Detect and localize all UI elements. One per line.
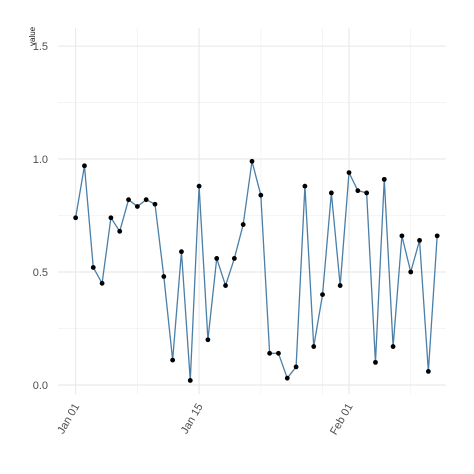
x-tick-label: Jan 01 [55, 402, 82, 437]
data-point [134, 204, 140, 209]
x-tick-label: Jan 15 [179, 402, 206, 437]
data-point [293, 364, 299, 370]
x-tick-label: Feb 01 [328, 402, 356, 438]
data-point [179, 249, 184, 255]
y-tick-label: 1.0 [33, 154, 48, 166]
data-point [196, 183, 202, 189]
data-point [417, 237, 422, 243]
data-point [240, 222, 246, 227]
data-point [320, 292, 325, 297]
data-point [399, 233, 405, 239]
data-point [276, 350, 281, 356]
data-point [90, 265, 96, 270]
data-point [346, 170, 352, 175]
data-point [328, 190, 334, 196]
data-point [82, 163, 87, 169]
data-point [187, 378, 193, 383]
data-point [267, 350, 273, 356]
data-point [381, 176, 387, 182]
data-point [117, 228, 123, 234]
data-point [143, 197, 149, 203]
data-point [73, 215, 79, 221]
data-point [355, 188, 361, 194]
data-point [152, 201, 158, 207]
data-point [337, 283, 343, 288]
series-line-group [74, 160, 438, 382]
data-point [425, 369, 431, 374]
data-point [231, 256, 237, 261]
data-point [284, 375, 290, 381]
data-point [258, 192, 264, 198]
data-point [161, 274, 167, 279]
data-point [214, 256, 220, 261]
data-point [373, 359, 378, 365]
data-point [434, 233, 440, 239]
data-point [126, 197, 131, 203]
y-axis-title: value [28, 26, 37, 46]
y-axis-tick-labels: 0.0 0.5 1.0 1.5 [33, 41, 48, 392]
data-point [302, 183, 308, 189]
x-axis-tick-labels: Jan 01 Jan 15 Feb 01 [55, 402, 355, 438]
data-point [249, 158, 255, 164]
y-tick-label: 0.0 [33, 380, 48, 392]
grid [58, 28, 446, 394]
data-point [311, 344, 317, 349]
data-point [223, 283, 228, 288]
data-points [73, 158, 440, 383]
data-point [390, 344, 396, 349]
data-point [408, 269, 414, 275]
data-point [205, 337, 211, 343]
data-point [170, 357, 176, 363]
y-tick-label: 1.5 [33, 41, 48, 53]
data-point [99, 280, 105, 286]
series-line [74, 160, 438, 382]
y-tick-label: 0.5 [33, 267, 48, 279]
data-point [108, 215, 114, 221]
data-point [364, 190, 370, 196]
